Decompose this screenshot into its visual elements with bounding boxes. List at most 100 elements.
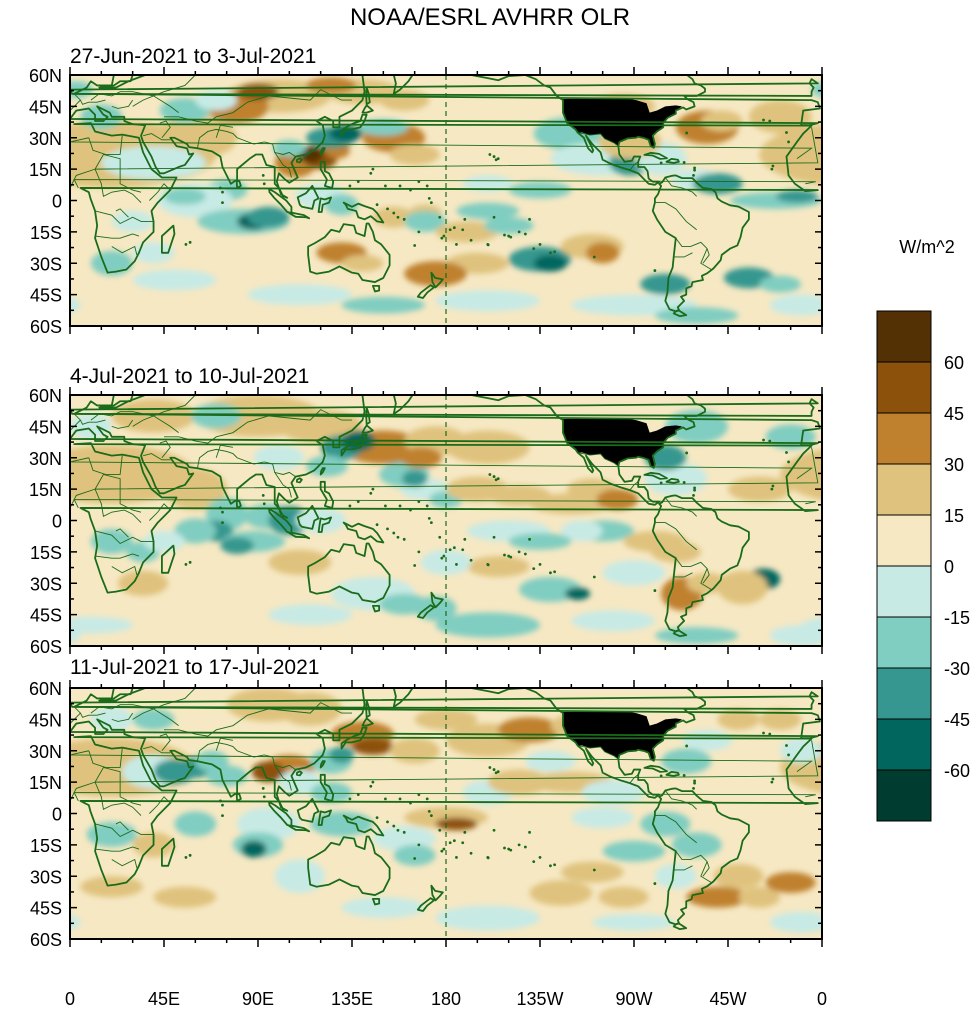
colorbar-swatch <box>876 616 932 669</box>
border-line <box>90 91 179 114</box>
small-island <box>685 131 689 135</box>
anomaly-patch <box>226 688 311 722</box>
small-island <box>440 236 444 240</box>
border-line <box>70 457 813 480</box>
anomaly-patch <box>665 409 729 444</box>
colorbar-swatch <box>876 718 932 771</box>
small-island <box>538 563 542 566</box>
anomaly-patch <box>801 617 822 633</box>
small-island <box>438 215 442 219</box>
small-island <box>785 744 788 747</box>
small-island <box>528 537 531 541</box>
anomaly-patch <box>268 549 332 575</box>
anomaly-patch <box>686 572 728 594</box>
anomaly-patch <box>306 455 348 477</box>
anomaly-patch <box>205 765 248 787</box>
anomaly-patch <box>220 537 254 554</box>
anomaly-patch <box>487 769 551 795</box>
small-island <box>448 548 452 552</box>
small-island <box>787 140 790 144</box>
small-island <box>417 793 421 797</box>
anomaly-patch <box>132 242 175 264</box>
coastline-cuba <box>643 764 668 773</box>
coastline-hispaniola <box>665 157 680 164</box>
anomaly-patch <box>654 863 697 889</box>
coastline-nzn <box>430 884 444 902</box>
lat-label: 60N <box>29 679 62 699</box>
small-island <box>440 849 444 853</box>
small-island <box>507 234 511 238</box>
small-island <box>692 174 695 177</box>
coastline-hispaniola <box>665 770 680 777</box>
anomaly-patch <box>272 139 307 157</box>
anomaly-patch <box>596 489 639 511</box>
small-island <box>768 439 772 443</box>
small-island <box>787 753 790 757</box>
border-line <box>132 395 196 427</box>
anomaly-patch <box>404 261 467 287</box>
coastline-nzs <box>416 604 435 619</box>
small-island <box>509 235 513 239</box>
anomaly-patch <box>462 175 513 193</box>
coastline-britain <box>70 398 819 417</box>
coastline-taiwan <box>319 467 326 476</box>
small-island <box>262 795 266 799</box>
anomaly-patch <box>581 780 645 806</box>
coastline-borneo <box>296 797 320 823</box>
coastline-japan <box>340 113 368 137</box>
anomaly-patch <box>640 273 691 295</box>
border-line <box>149 796 171 814</box>
border-line <box>164 409 352 444</box>
border-line <box>164 702 352 737</box>
small-island <box>653 589 657 592</box>
panel-2-title: 4-Jul-2021 to 10-Jul-2021 <box>70 365 309 388</box>
small-island <box>692 787 695 790</box>
anomaly-patch <box>738 886 781 908</box>
small-island <box>528 217 531 221</box>
border-line <box>111 419 134 429</box>
small-island <box>427 810 431 813</box>
border-line <box>80 419 106 425</box>
anomaly-patch <box>776 190 818 203</box>
border-line <box>88 135 123 155</box>
small-island <box>396 535 400 539</box>
anomaly-patch <box>389 144 440 165</box>
border-line <box>164 89 352 124</box>
small-island <box>398 797 402 801</box>
anomaly-patch <box>682 729 733 751</box>
lat-label: 15N <box>29 160 62 180</box>
coastline-sakhalin <box>365 86 371 106</box>
border-line <box>88 748 123 768</box>
small-island <box>348 504 352 508</box>
border-line <box>673 865 693 871</box>
small-island <box>592 868 596 872</box>
anomaly-patch <box>650 541 701 563</box>
anomaly-patch <box>132 269 217 291</box>
small-island <box>770 487 774 491</box>
colorbar-swatch <box>876 463 932 516</box>
anomaly-patch <box>90 528 133 554</box>
small-island <box>386 820 389 824</box>
colorbar-swatch <box>876 310 932 363</box>
small-island <box>517 230 521 234</box>
coastline-tasmania <box>371 897 381 906</box>
anomaly-patch <box>700 110 743 132</box>
lat-label: 15N <box>29 773 62 793</box>
small-island <box>488 153 492 156</box>
small-island <box>442 847 446 851</box>
small-island <box>693 168 696 172</box>
coastline-eurasia <box>70 75 821 199</box>
border-line <box>94 740 819 806</box>
small-island <box>438 828 442 832</box>
border-line <box>95 233 140 239</box>
units-label: W/m^2 <box>899 237 954 257</box>
small-island <box>592 255 596 259</box>
border-line <box>664 497 697 517</box>
small-island <box>693 486 696 490</box>
colorbar-label: 30 <box>944 455 964 475</box>
small-island <box>523 232 527 236</box>
lat-label: 30S <box>30 574 62 594</box>
lat-label: 45S <box>30 899 62 919</box>
border-line <box>675 850 710 877</box>
lon-label: 0 <box>65 989 75 1009</box>
